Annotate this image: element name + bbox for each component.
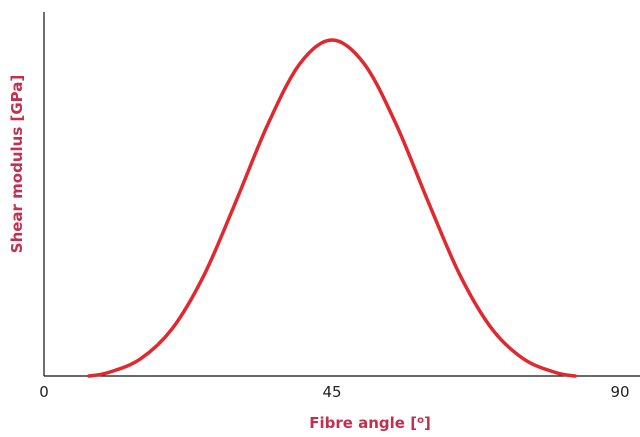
x-tick-label-2: 90 bbox=[610, 383, 629, 401]
y-axis-title: Shear modulus [GPa] bbox=[8, 75, 26, 253]
x-axis-title: Fibre angle [o] bbox=[309, 414, 431, 432]
x-tick-labels: 0 45 90 bbox=[39, 383, 629, 401]
x-tick-label-0: 0 bbox=[39, 383, 49, 401]
x-tick-label-1: 45 bbox=[322, 383, 341, 401]
series-line-shear-modulus bbox=[87, 38, 577, 378]
